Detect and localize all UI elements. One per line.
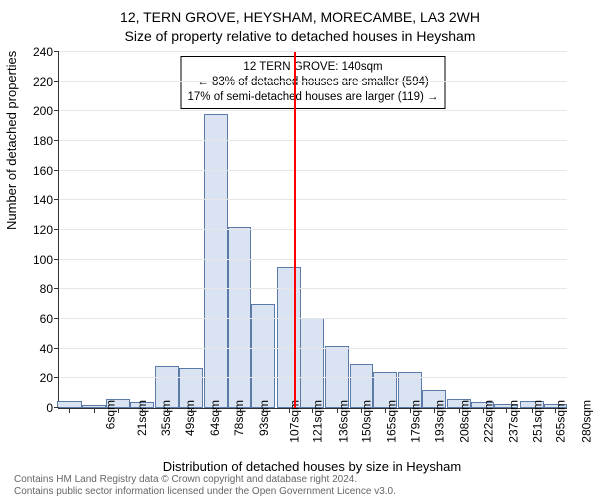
y-tick-label: 160 (19, 164, 53, 178)
y-tick-label: 100 (19, 253, 53, 267)
grid-line (59, 377, 567, 378)
x-tick-mark (191, 408, 192, 413)
x-tick-mark (532, 408, 533, 413)
x-tick-label: 280sqm (579, 400, 593, 443)
x-tick-label: 150sqm (360, 400, 374, 443)
x-tick-label: 6sqm (103, 400, 117, 429)
x-tick-label: 136sqm (336, 400, 350, 443)
y-tick-mark (54, 259, 59, 260)
y-tick-label: 20 (19, 371, 53, 385)
x-tick-label: 222sqm (481, 400, 495, 443)
x-tick-label: 208sqm (458, 400, 472, 443)
x-tick-mark (337, 408, 338, 413)
y-tick-mark (54, 110, 59, 111)
annotation-line3: 17% of semi-detached houses are larger (… (187, 90, 438, 105)
grid-line (59, 259, 567, 260)
x-tick-mark (94, 408, 95, 413)
grid-line (59, 140, 567, 141)
histogram-bar (204, 114, 228, 408)
y-tick-label: 60 (19, 312, 53, 326)
histogram-bar (300, 318, 324, 408)
x-tick-mark (69, 408, 70, 413)
x-tick-mark (434, 408, 435, 413)
y-tick-label: 180 (19, 134, 53, 148)
x-tick-label: 193sqm (432, 400, 446, 443)
x-tick-mark (289, 408, 290, 413)
x-tick-label: 49sqm (183, 400, 197, 436)
chart-title-address: 12, TERN GROVE, HEYSHAM, MORECAMBE, LA3 … (0, 9, 600, 25)
x-tick-mark (555, 408, 556, 413)
histogram-bar (57, 401, 82, 408)
y-tick-mark (54, 81, 59, 82)
grid-line (59, 318, 567, 319)
chart-title-subtitle: Size of property relative to detached ho… (0, 28, 600, 44)
y-tick-mark (54, 229, 59, 230)
plot-area: 12 TERN GROVE: 140sqm ← 83% of detached … (58, 52, 567, 409)
y-tick-label: 0 (19, 401, 53, 415)
y-tick-mark (54, 170, 59, 171)
y-tick-mark (54, 407, 59, 408)
x-tick-label: 165sqm (385, 400, 399, 443)
x-tick-mark (167, 408, 168, 413)
x-tick-label: 121sqm (311, 400, 325, 443)
y-tick-mark (54, 51, 59, 52)
reference-line (294, 52, 296, 408)
x-tick-mark (240, 408, 241, 413)
x-tick-label: 35sqm (159, 400, 173, 436)
x-tick-label: 93sqm (257, 400, 271, 436)
y-tick-label: 120 (19, 223, 53, 237)
grid-line (59, 348, 567, 349)
x-tick-mark (312, 408, 313, 413)
grid-line (59, 81, 567, 82)
x-tick-label: 21sqm (135, 400, 149, 436)
y-tick-label: 80 (19, 282, 53, 296)
x-tick-mark (506, 408, 507, 413)
histogram-bar (251, 304, 275, 408)
x-tick-mark (216, 408, 217, 413)
footnote-line2: Contains public sector information licen… (14, 486, 396, 498)
y-tick-mark (54, 199, 59, 200)
annotation-box: 12 TERN GROVE: 140sqm ← 83% of detached … (180, 56, 445, 109)
x-tick-mark (118, 408, 119, 413)
y-tick-mark (54, 318, 59, 319)
y-tick-label: 220 (19, 75, 53, 89)
footnote: Contains HM Land Registry data © Crown c… (14, 474, 396, 497)
y-tick-mark (54, 288, 59, 289)
x-tick-mark (459, 408, 460, 413)
y-axis-label: Number of detached properties (4, 51, 19, 230)
x-tick-mark (361, 408, 362, 413)
x-axis-label: Distribution of detached houses by size … (58, 459, 566, 474)
y-tick-mark (54, 348, 59, 349)
y-tick-label: 240 (19, 45, 53, 59)
x-tick-label: 265sqm (554, 400, 568, 443)
x-tick-mark (263, 408, 264, 413)
x-tick-label: 237sqm (507, 400, 521, 443)
x-tick-mark (483, 408, 484, 413)
y-tick-label: 140 (19, 193, 53, 207)
grid-line (59, 51, 567, 52)
grid-line (59, 110, 567, 111)
grid-line (59, 199, 567, 200)
y-tick-mark (54, 140, 59, 141)
y-tick-label: 200 (19, 104, 53, 118)
grid-line (59, 170, 567, 171)
x-tick-label: 251sqm (530, 400, 544, 443)
x-tick-label: 78sqm (232, 400, 246, 436)
y-tick-label: 40 (19, 342, 53, 356)
x-tick-label: 179sqm (409, 400, 423, 443)
grid-line (59, 229, 567, 230)
x-tick-label: 64sqm (208, 400, 222, 436)
x-tick-mark (385, 408, 386, 413)
footnote-line1: Contains HM Land Registry data © Crown c… (14, 474, 396, 486)
x-tick-mark (142, 408, 143, 413)
annotation-line2: ← 83% of detached houses are smaller (59… (187, 75, 438, 90)
y-tick-mark (54, 377, 59, 378)
grid-line (59, 288, 567, 289)
annotation-line1: 12 TERN GROVE: 140sqm (187, 60, 438, 75)
x-tick-mark (410, 408, 411, 413)
